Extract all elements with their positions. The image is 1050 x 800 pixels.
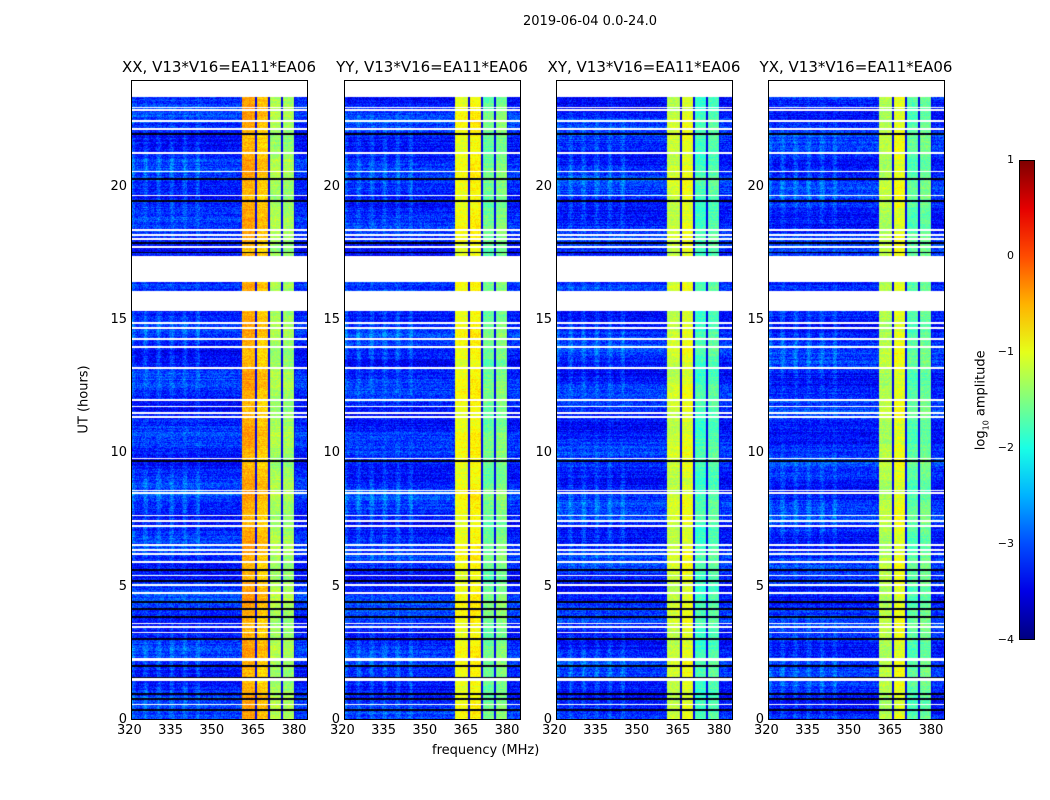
x-tick-label: 380 <box>706 723 732 738</box>
figure-title: 2019-06-04 0.0-24.0 <box>523 14 657 29</box>
heatmap-image <box>345 81 520 719</box>
heatmap-image <box>132 81 307 719</box>
y-tick-label: 5 <box>755 578 764 594</box>
x-tick-label: 335 <box>371 723 396 738</box>
x-tick-label: 320 <box>330 723 355 738</box>
colorbar-tick-label: −3 <box>997 537 1014 550</box>
x-tick-label: 350 <box>836 723 862 738</box>
x-tick-label: 320 <box>542 723 567 738</box>
x-axis-label: frequency (MHz) <box>432 743 540 758</box>
y-tick-label: 0 <box>118 712 127 727</box>
x-tick-label: 320 <box>117 723 142 738</box>
x-tick-label: 335 <box>583 723 608 738</box>
heatmap-image <box>557 81 732 719</box>
heatmap-panel-2 <box>556 80 733 720</box>
y-tick-label: 15 <box>323 312 340 327</box>
y-tick-label: 15 <box>535 312 552 327</box>
y-tick-label: 5 <box>118 578 127 594</box>
heatmap-image <box>769 81 944 719</box>
y-tick-label: 15 <box>110 312 127 327</box>
x-tick-label: 350 <box>199 723 225 738</box>
y-tick-label: 5 <box>543 578 552 594</box>
y-tick-label: 20 <box>747 178 764 194</box>
y-tick-label: 0 <box>755 712 764 727</box>
y-tick-label: 0 <box>331 712 340 727</box>
y-tick-label: 20 <box>110 178 127 194</box>
y-tick-label: 20 <box>535 178 552 194</box>
colorbar-tick-label: 0 <box>1007 249 1014 262</box>
y-tick-label: 10 <box>747 445 764 461</box>
x-tick-label: 335 <box>158 723 183 738</box>
y-axis-label: UT (hours) <box>76 365 92 434</box>
panel-title: YX, V13*V16=EA11*EA06 <box>759 58 953 76</box>
y-tick-label: 0 <box>543 712 552 727</box>
colorbar <box>1019 160 1035 640</box>
y-tick-label: 10 <box>323 445 340 461</box>
y-tick-label: 15 <box>747 312 764 327</box>
y-tick-label: 10 <box>535 445 552 461</box>
panel-title: XY, V13*V16=EA11*EA06 <box>547 58 741 76</box>
x-tick-label: 320 <box>754 723 779 738</box>
x-tick-label: 335 <box>795 723 820 738</box>
heatmap-panel-0 <box>131 80 308 720</box>
x-tick-label: 350 <box>624 723 650 738</box>
colorbar-tick-label: −4 <box>997 633 1014 646</box>
heatmap-panel-1 <box>344 80 521 720</box>
x-tick-label: 365 <box>665 723 691 738</box>
x-tick-label: 380 <box>281 723 307 738</box>
y-tick-label: 10 <box>110 445 127 461</box>
y-tick-label: 5 <box>331 578 340 594</box>
x-tick-label: 380 <box>494 723 520 738</box>
panel-title: XX, V13*V16=EA11*EA06 <box>121 58 316 76</box>
colorbar-tick-label: −2 <box>997 441 1014 454</box>
colorbar-tick-label: 1 <box>1007 153 1014 166</box>
y-tick-label: 20 <box>323 178 340 194</box>
panel-title: YY, V13*V16=EA11*EA06 <box>336 58 528 76</box>
x-tick-label: 350 <box>412 723 438 738</box>
x-tick-label: 365 <box>453 723 479 738</box>
x-tick-label: 365 <box>877 723 903 738</box>
x-tick-label: 380 <box>918 723 944 738</box>
heatmap-panel-3 <box>768 80 945 720</box>
x-tick-label: 365 <box>240 723 266 738</box>
colorbar-tick-label: −1 <box>997 345 1014 358</box>
